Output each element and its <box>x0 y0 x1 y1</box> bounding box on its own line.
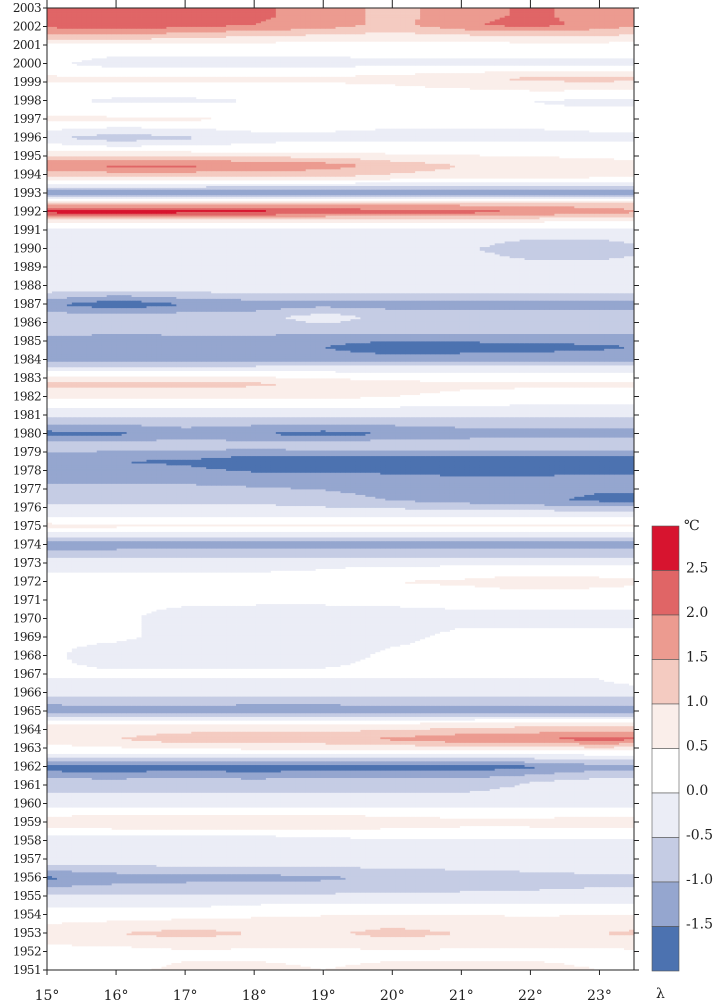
plot-area <box>47 8 634 970</box>
